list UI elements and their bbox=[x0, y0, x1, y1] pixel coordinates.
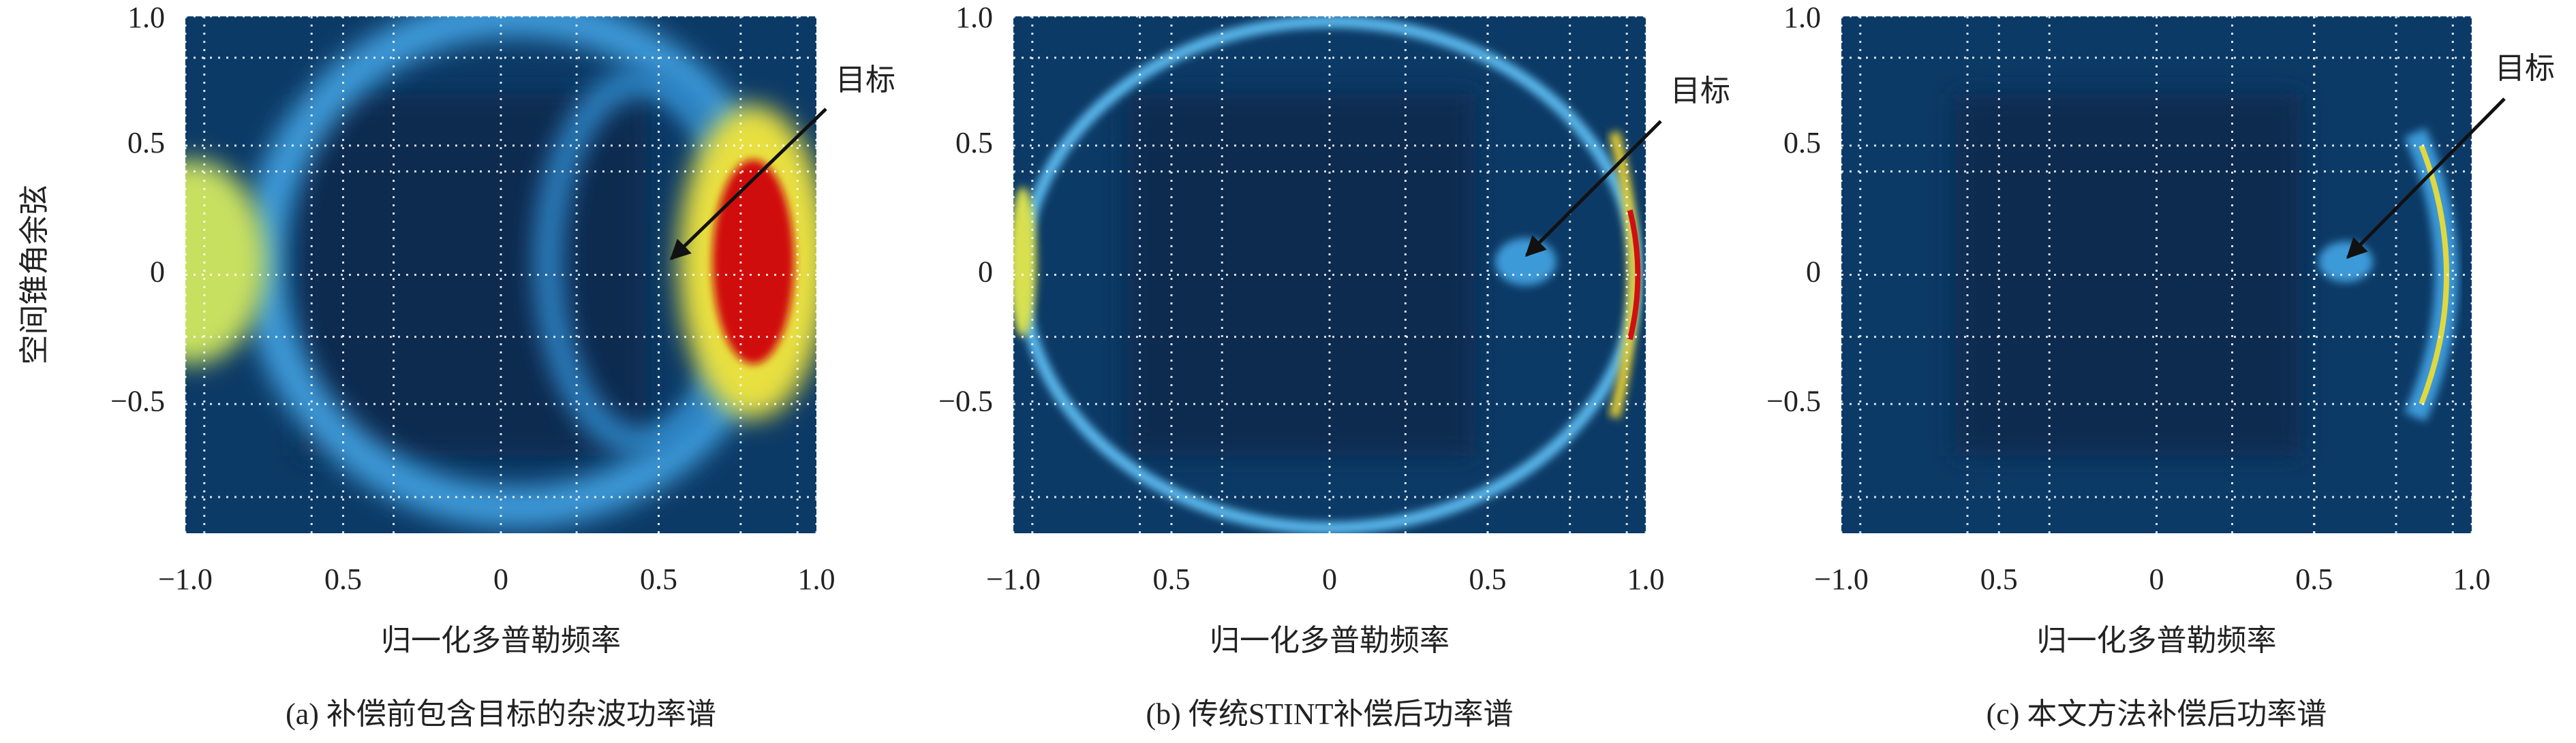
annotation: 目标 bbox=[1670, 74, 1730, 108]
heatmap bbox=[185, 16, 816, 533]
y-tick-label: 1.0 bbox=[1783, 1, 1821, 34]
heat-blob bbox=[2318, 241, 2373, 283]
x-tick-label: 0 bbox=[1322, 563, 1337, 596]
annotation: 目标 bbox=[835, 63, 895, 97]
x-tick-label: 0.5 bbox=[1980, 563, 2018, 596]
y-axis-label: 空间锥角余弦 bbox=[18, 185, 51, 365]
y-tick-label: 0 bbox=[150, 255, 165, 289]
heat-arc bbox=[1608, 131, 1639, 419]
x-tick-label: −1.0 bbox=[158, 563, 213, 596]
y-tick-label: −0.5 bbox=[1766, 384, 1821, 417]
x-axis-label: 归一化多普勒频率 bbox=[381, 624, 621, 657]
x-tick-label: 1.0 bbox=[2453, 563, 2491, 596]
heatmap bbox=[1013, 16, 1646, 533]
caption: (b) 传统STINT补偿后功率谱 bbox=[1146, 697, 1514, 731]
heat-blob bbox=[1013, 187, 1037, 337]
x-tick-label: 0.5 bbox=[324, 563, 362, 596]
caption: (c) 本文方法补偿后功率谱 bbox=[1987, 697, 2327, 731]
y-tick-label: 0.5 bbox=[127, 126, 165, 159]
y-tick-label: −0.5 bbox=[110, 384, 165, 417]
annotation-arrow bbox=[2346, 97, 2506, 259]
annotation-arrow bbox=[1524, 120, 1662, 257]
x-tick-label: 0.5 bbox=[1153, 563, 1191, 596]
heat-blob bbox=[712, 159, 795, 364]
y-tick-label: 0 bbox=[978, 255, 993, 289]
heat-blob bbox=[185, 159, 267, 364]
annotation: 目标 bbox=[2495, 52, 2555, 85]
y-tick-label: 0.5 bbox=[1783, 126, 1821, 159]
y-tick-label: 0 bbox=[1806, 255, 1821, 289]
heat-blob bbox=[1494, 238, 1557, 286]
x-tick-label: 0 bbox=[2149, 563, 2164, 596]
x-tick-label: −1.0 bbox=[986, 563, 1041, 596]
x-tick-label: 0.5 bbox=[2295, 563, 2333, 596]
x-tick-label: 0 bbox=[493, 563, 508, 596]
annotation-arrow bbox=[669, 108, 827, 261]
heatmap bbox=[1841, 16, 2472, 533]
x-tick-label: 0.5 bbox=[640, 563, 677, 596]
x-axis-label: 归一化多普勒频率 bbox=[1210, 624, 1450, 657]
x-tick-label: −1.0 bbox=[1814, 563, 1869, 596]
y-tick-label: 1.0 bbox=[955, 1, 993, 34]
caption: (a) 补偿前包含目标的杂波功率谱 bbox=[286, 697, 716, 731]
y-tick-label: −0.5 bbox=[938, 384, 993, 417]
y-tick-label: 1.0 bbox=[127, 1, 165, 34]
y-tick-label: 0.5 bbox=[955, 126, 993, 159]
x-tick-label: 0.5 bbox=[1469, 563, 1507, 596]
x-tick-label: 1.0 bbox=[798, 563, 835, 596]
x-tick-label: 1.0 bbox=[1627, 563, 1665, 596]
heat-arc bbox=[1627, 209, 1641, 341]
x-axis-label: 归一化多普勒频率 bbox=[2037, 624, 2277, 657]
